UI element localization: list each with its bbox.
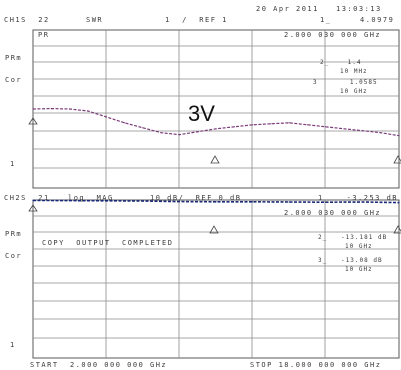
trace-ch1-point-13 bbox=[270, 123, 272, 125]
trace-ch2-point-7 bbox=[288, 201, 290, 203]
ch1-label: CH1S 22 bbox=[4, 16, 50, 24]
trace-ch1-point-20 bbox=[398, 135, 400, 137]
trace-ch2-point-1 bbox=[69, 200, 71, 202]
trace-ch1-point-1 bbox=[50, 108, 52, 110]
timestamp: 20 Apr 2011 13:03:13 bbox=[256, 5, 382, 13]
ch2-scale: 10 dB/ REF 0 dB bbox=[150, 194, 242, 202]
ch1-marker-2-label: 2_ 1.4 bbox=[320, 59, 362, 66]
ch2-grid bbox=[32, 199, 400, 359]
ch2-marker-2-sub: 10 GHz bbox=[345, 243, 373, 250]
trace-ch1-point-8 bbox=[178, 134, 180, 136]
ch1-pr-label: PR bbox=[38, 31, 50, 39]
ch1-ref-marker bbox=[28, 117, 38, 125]
trace-ch1-point-2 bbox=[69, 108, 71, 110]
ch2-prm-label: PRm bbox=[5, 230, 23, 238]
trace-ch2-point-6 bbox=[252, 201, 254, 203]
start-frequency: START 2.000 000 000 GHz bbox=[30, 361, 168, 369]
ch1-marker-2-triangle bbox=[210, 155, 220, 164]
ch2-cor-label: Cor bbox=[5, 252, 23, 260]
ch2-marker-3-sub: 10 GHz bbox=[345, 266, 373, 273]
ch1-marker-3-sub: 10 GHz bbox=[340, 88, 368, 95]
trace-ch2-series-0 bbox=[32, 199, 400, 204]
ch1-marker-3-label: 3 1.0585 bbox=[313, 79, 378, 86]
ch2-marker-2-triangle bbox=[209, 225, 219, 234]
trace-ch1-point-5 bbox=[123, 122, 126, 124]
trace-ch2-point-4 bbox=[178, 201, 180, 203]
trace-ch1-point-4 bbox=[105, 116, 107, 118]
ch2-marker-3-label: 3_ -13.08 dB bbox=[318, 257, 383, 264]
trace-ch1-point-12 bbox=[252, 124, 254, 126]
ch1-marker-2-sub: 10 MHz bbox=[340, 68, 368, 75]
trace-ch1-point-14 bbox=[288, 122, 290, 124]
ch2-marker-3-triangle bbox=[393, 225, 401, 234]
ch2-ref-one: 1 bbox=[10, 341, 16, 349]
copy-status-message: COPY OUTPUT COMPLETED bbox=[42, 239, 174, 247]
stop-frequency: STOP 18.000 000 000 GHz bbox=[250, 361, 382, 369]
trace-ch2-point-0 bbox=[32, 199, 34, 201]
ch2-format: log MAG bbox=[68, 194, 114, 202]
trace-ch2-point-9 bbox=[361, 201, 363, 203]
trace-ch1-point-11 bbox=[233, 126, 235, 128]
ch1-marker-frequency: 2.000 030 000 GHz bbox=[284, 31, 382, 39]
ch1-scale: 1 / REF 1 bbox=[165, 16, 228, 24]
trace-ch2-point-8 bbox=[325, 201, 327, 203]
ch2-ref-marker bbox=[28, 204, 38, 212]
ch2-marker-readout: 1_ -3.253 dB bbox=[318, 194, 399, 202]
trace-ch1-point-17 bbox=[343, 128, 345, 130]
trace-ch1-point-16 bbox=[325, 126, 327, 128]
trace-ch1-point-0 bbox=[32, 108, 34, 110]
ch2-label: CH2S 21 bbox=[4, 194, 50, 202]
ch2-marker-2-label: 2_ -13.181 dB bbox=[318, 234, 388, 241]
trace-ch1-point-3 bbox=[87, 110, 89, 112]
trace-ch1-point-10 bbox=[215, 128, 217, 130]
ch1-grid bbox=[32, 29, 400, 189]
trace-ch1-point-15 bbox=[306, 124, 309, 126]
trace-ch2-point-5 bbox=[215, 201, 217, 203]
ch1-prm-label: PRm bbox=[5, 54, 23, 62]
ch1-marker-readout: 1_ 4.0979 bbox=[320, 16, 395, 24]
ch1-marker-3-triangle bbox=[393, 155, 401, 164]
trace-ch2-point-10 bbox=[398, 202, 400, 204]
ch2-marker-frequency: 2.000 030 000 GHz bbox=[284, 209, 382, 217]
ch1-cor-label: Cor bbox=[5, 76, 23, 84]
trace-ch1-point-6 bbox=[142, 127, 144, 129]
trace-ch1-point-19 bbox=[380, 132, 382, 134]
trace-layer bbox=[32, 107, 400, 204]
trace-ch1-point-18 bbox=[361, 130, 363, 132]
ch1-ref-one: 1 bbox=[10, 160, 16, 168]
trace-ch1-point-7 bbox=[160, 132, 162, 134]
trace-ch2-point-3 bbox=[142, 200, 144, 202]
trace-ch1-point-9 bbox=[197, 131, 199, 133]
trace-ch2-point-2 bbox=[105, 200, 107, 202]
voltage-annotation: 3V bbox=[188, 101, 215, 126]
ch1-format: SWR bbox=[86, 16, 104, 24]
